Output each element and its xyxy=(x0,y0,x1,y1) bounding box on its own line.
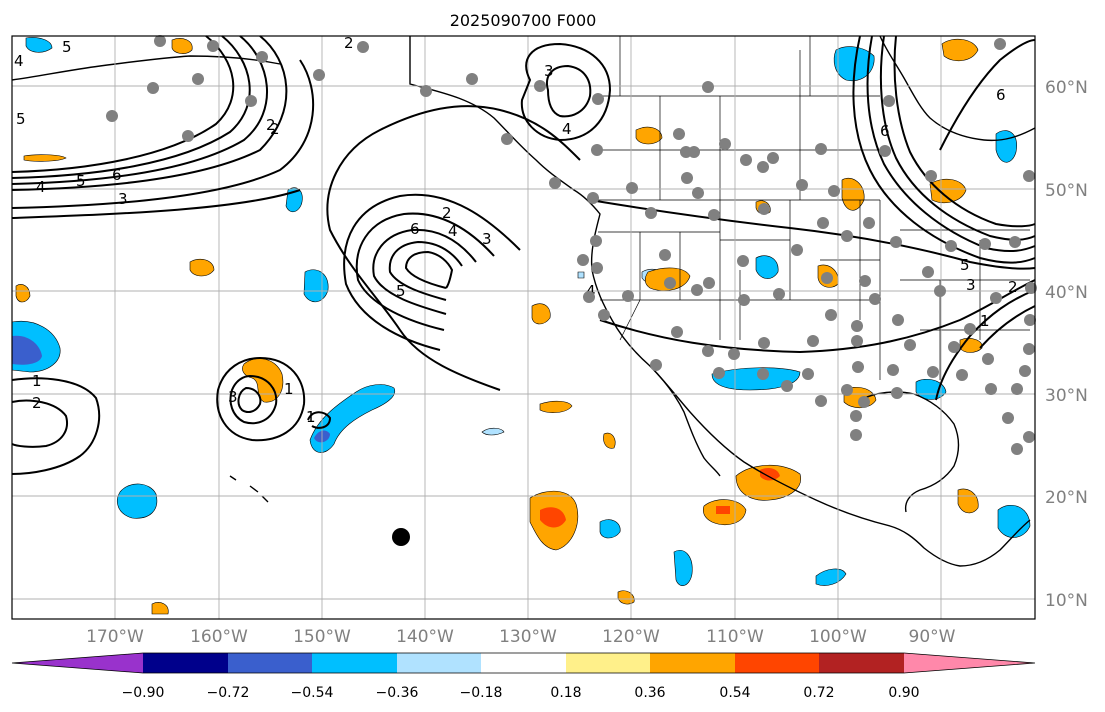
lat-label-60n: 60°N xyxy=(1045,78,1088,98)
contour-label: 5 xyxy=(960,256,970,274)
coastlines xyxy=(11,35,1036,567)
contour-label: 1 xyxy=(980,312,990,330)
colorbar-tick-label: 0.90 xyxy=(888,685,919,701)
contour-label: 2 xyxy=(344,34,354,52)
colorbar-cell xyxy=(819,653,904,673)
contour-label: 4 xyxy=(14,52,24,70)
contour-lines xyxy=(11,35,1036,475)
map-title: 2025090700 F000 xyxy=(450,11,597,30)
longitude-labels: 170°W 160°W 150°W 140°W 130°W 120°W 110°… xyxy=(86,627,956,647)
anomaly-fills xyxy=(11,37,1031,615)
state-borders xyxy=(598,36,1030,380)
colorbar-cell xyxy=(397,653,481,673)
colorbar-outline xyxy=(11,652,1036,674)
contour-labels: 5 4 2 6 4 5 3 2 3 4 2 6 4 3 5 4 5 6 5 3 … xyxy=(14,34,1018,426)
colorbar-tick-label: 0.18 xyxy=(550,685,581,701)
colorbar: −0.90 −0.72 −0.54 −0.36 −0.18 0.18 0.36 … xyxy=(11,652,1036,701)
colorbar-tick-label: −0.72 xyxy=(207,685,250,701)
contour-label: 6 xyxy=(112,166,122,184)
lon-label-90w: 90°W xyxy=(909,627,956,647)
lat-label-50n: 50°N xyxy=(1045,181,1088,201)
map-area xyxy=(12,36,1035,619)
lon-label-140w: 140°W xyxy=(396,627,454,647)
contour-label: 3 xyxy=(482,230,492,248)
colorbar-tick-label: −0.18 xyxy=(460,685,503,701)
latitude-labels: 60°N 50°N 40°N 30°N 20°N 10°N xyxy=(1045,78,1088,611)
contour-label: 4 xyxy=(448,222,458,240)
neg-anomaly-central xyxy=(309,384,396,453)
contour-label: 5 xyxy=(396,282,406,300)
lon-label-150w: 150°W xyxy=(293,627,351,647)
station-dots xyxy=(106,35,1037,455)
contour-label: 2 xyxy=(270,120,280,138)
contour-label: 3 xyxy=(966,276,976,294)
pos-anomaly-hawaii xyxy=(242,358,284,403)
colorbar-tick-labels: −0.90 −0.72 −0.54 −0.36 −0.18 0.18 0.36 … xyxy=(122,685,920,701)
neg-anomaly-west-core xyxy=(12,335,42,365)
location-marker xyxy=(392,528,410,546)
lat-label-30n: 30°N xyxy=(1045,386,1088,406)
lon-label-110w: 110°W xyxy=(706,627,764,647)
grid-lines xyxy=(12,36,1035,619)
map-border xyxy=(11,35,1036,620)
contour-label: 1 xyxy=(32,372,42,390)
contour-label: 3 xyxy=(544,62,554,80)
colorbar-tick-label: −0.54 xyxy=(291,685,334,701)
lat-label-40n: 40°N xyxy=(1045,283,1088,303)
colorbar-cell xyxy=(312,653,397,673)
contour-label: 2 xyxy=(1008,278,1018,296)
lon-label-130w: 130°W xyxy=(499,627,557,647)
lat-label-20n: 20°N xyxy=(1045,488,1088,508)
contour-label: 6 xyxy=(410,220,420,238)
colorbar-cell xyxy=(735,653,819,673)
colorbar-tick-label: 0.54 xyxy=(719,685,750,701)
contour-label: 5 xyxy=(62,38,72,56)
contour-label: 4 xyxy=(562,120,572,138)
contour-label: 6 xyxy=(880,122,890,140)
contour-label: 3 xyxy=(118,190,128,208)
colorbar-cell xyxy=(904,653,1035,673)
contour-label: 2 xyxy=(442,204,452,222)
colorbar-tick-label: 0.36 xyxy=(634,685,665,701)
colorbar-tick-label: −0.36 xyxy=(376,685,419,701)
lon-label-160w: 160°W xyxy=(190,627,248,647)
contour-label: 6 xyxy=(996,86,1006,104)
colorbar-tick-label: 0.72 xyxy=(803,685,834,701)
colorbar-cell xyxy=(12,653,143,673)
contour-label: 4 xyxy=(36,178,46,196)
colorbar-cell xyxy=(650,653,735,673)
colorbar-tick-label: −0.90 xyxy=(122,685,165,701)
contour-label: 2 xyxy=(266,116,276,134)
lon-label-120w: 120°W xyxy=(602,627,660,647)
colorbar-cell xyxy=(143,653,228,673)
contour-label: 5 xyxy=(16,110,26,128)
contour-label: 1 xyxy=(284,380,294,398)
lon-label-170w: 170°W xyxy=(86,627,144,647)
colorbar-cell xyxy=(481,653,566,673)
lon-label-100w: 100°W xyxy=(809,627,867,647)
colorbar-cell xyxy=(566,653,650,673)
colorbar-cells xyxy=(11,652,1036,674)
contour-label: 5 xyxy=(76,172,86,190)
lat-label-10n: 10°N xyxy=(1045,591,1088,611)
contour-label: 1 xyxy=(306,408,316,426)
contour-label: 4 xyxy=(586,282,596,300)
contour-label: 2 xyxy=(32,394,42,412)
colorbar-cell xyxy=(228,653,312,673)
contour-label: 3 xyxy=(228,388,238,406)
